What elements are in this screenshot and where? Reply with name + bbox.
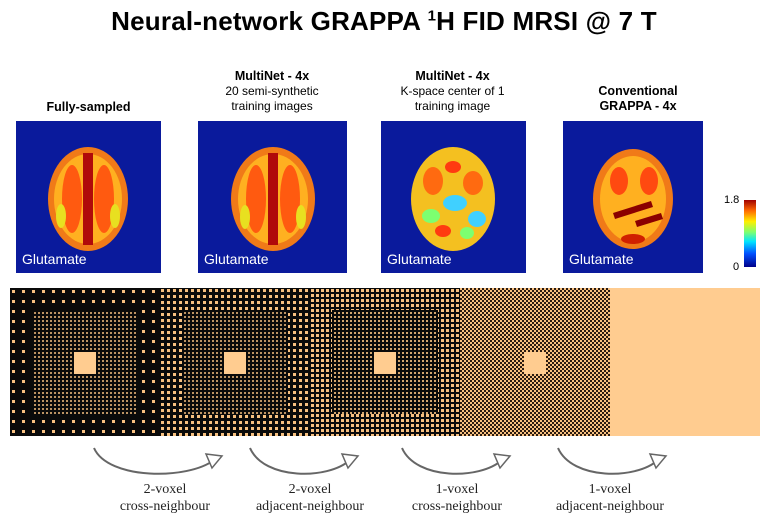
caption-line-1: 1-voxel bbox=[435, 482, 479, 497]
map-label: Glutamate bbox=[387, 251, 452, 267]
map-label: Glutamate bbox=[22, 251, 87, 267]
caption-line-2: adjacent-neighbour bbox=[255, 499, 365, 514]
caption-2-voxel-cross: 2-voxel cross-neighbour bbox=[100, 481, 230, 515]
glutamate-map-conventional-grappa: Glutamate bbox=[563, 121, 703, 273]
caption-line-1: 1-voxel bbox=[588, 482, 632, 497]
caption-line-2: cross-neighbour bbox=[119, 499, 211, 514]
curved-arrow-icon bbox=[93, 447, 224, 475]
curved-arrow-icon bbox=[557, 447, 668, 475]
glutamate-map-multinet-kspace: Glutamate bbox=[381, 121, 526, 273]
column-heading-3-subtitle: K-space center of 1 training image bbox=[400, 84, 505, 113]
colorbar-min-label: 0 bbox=[733, 261, 740, 273]
glutamate-map-multinet-synthetic: Glutamate bbox=[198, 121, 347, 273]
column-heading-2-subtitle: 20 semi-synthetic training images bbox=[225, 84, 319, 113]
figure-title: Neural-network GRAPPA 1H FID MRSI @ 7 T bbox=[111, 6, 657, 36]
sampling-mask-2-voxel-adjacent bbox=[160, 288, 310, 436]
column-heading-3-title: MultiNet - 4x bbox=[415, 69, 490, 83]
sampling-mask-2-voxel-cross bbox=[10, 288, 160, 436]
column-heading-3: MultiNet - 4x K-space center of 1 traini… bbox=[380, 69, 525, 114]
glutamate-map-fully-sampled: Glutamate bbox=[16, 121, 161, 273]
sampling-mask-full bbox=[610, 288, 760, 436]
caption-1-voxel-adjacent: 1-voxel adjacent-neighbour bbox=[540, 481, 680, 515]
column-heading-2-title: MultiNet - 4x bbox=[234, 69, 310, 83]
column-heading-2: MultiNet - 4x 20 semi-synthetic training… bbox=[196, 69, 348, 114]
column-heading-1: Fully-sampled bbox=[16, 100, 161, 115]
colorbar bbox=[744, 200, 756, 267]
curved-arrow-icon bbox=[249, 447, 360, 475]
map-label: Glutamate bbox=[569, 251, 634, 267]
column-heading-4: Conventional GRAPPA - 4x bbox=[578, 84, 698, 114]
curved-arrow-icon bbox=[401, 447, 512, 475]
sampling-mask-1-voxel-adjacent bbox=[460, 288, 610, 436]
column-heading-4-title: Conventional GRAPPA - 4x bbox=[598, 84, 678, 113]
map-label: Glutamate bbox=[204, 251, 269, 267]
caption-line-1: 2-voxel bbox=[288, 482, 332, 497]
caption-2-voxel-adjacent: 2-voxel adjacent-neighbour bbox=[240, 481, 380, 515]
colorbar-max-label: 1.8 bbox=[724, 194, 740, 206]
caption-line-2: adjacent-neighbour bbox=[555, 499, 665, 514]
caption-line-2: cross-neighbour bbox=[411, 499, 503, 514]
caption-1-voxel-cross: 1-voxel cross-neighbour bbox=[392, 481, 522, 515]
sampling-mask-1-voxel-cross bbox=[310, 288, 460, 436]
column-heading-1-title: Fully-sampled bbox=[46, 100, 131, 114]
caption-line-1: 2-voxel bbox=[143, 482, 187, 497]
